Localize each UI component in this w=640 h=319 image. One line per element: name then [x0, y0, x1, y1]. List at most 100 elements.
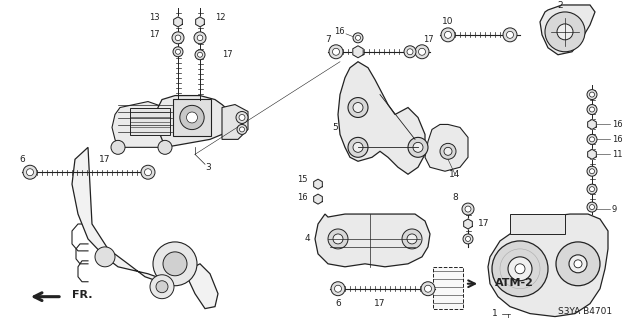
Circle shape — [195, 50, 205, 60]
Circle shape — [587, 134, 597, 145]
Text: 7: 7 — [325, 35, 331, 44]
Text: 14: 14 — [449, 170, 461, 179]
Bar — [173, 99, 211, 137]
Circle shape — [587, 166, 597, 176]
Polygon shape — [314, 194, 323, 204]
Bar — [510, 214, 565, 234]
Circle shape — [353, 33, 363, 43]
Text: 15: 15 — [298, 175, 308, 184]
Text: 13: 13 — [149, 13, 160, 22]
Circle shape — [355, 35, 360, 40]
Polygon shape — [314, 179, 323, 189]
Circle shape — [158, 140, 172, 154]
Bar — [130, 108, 170, 135]
Circle shape — [198, 52, 202, 57]
Circle shape — [328, 229, 348, 249]
Text: 16: 16 — [298, 193, 308, 202]
Circle shape — [589, 169, 595, 174]
Circle shape — [23, 165, 37, 179]
Text: 5: 5 — [332, 123, 338, 132]
Circle shape — [95, 247, 115, 267]
Circle shape — [333, 48, 339, 55]
Circle shape — [197, 35, 203, 41]
Text: 16: 16 — [612, 135, 623, 144]
Circle shape — [506, 31, 513, 38]
Circle shape — [441, 28, 455, 42]
Circle shape — [150, 275, 174, 299]
Polygon shape — [112, 101, 178, 147]
Circle shape — [163, 252, 187, 276]
Text: 2: 2 — [557, 2, 563, 11]
Circle shape — [348, 137, 368, 157]
Circle shape — [589, 92, 595, 97]
Text: 17: 17 — [149, 30, 160, 39]
Circle shape — [413, 142, 423, 152]
Text: 17: 17 — [374, 299, 386, 308]
Circle shape — [587, 202, 597, 212]
Circle shape — [462, 203, 474, 215]
Text: 8: 8 — [452, 193, 458, 202]
Circle shape — [173, 47, 183, 57]
Circle shape — [333, 234, 343, 244]
Text: 17: 17 — [99, 155, 111, 164]
Text: 16: 16 — [612, 120, 623, 129]
Circle shape — [237, 124, 247, 134]
Text: FR.: FR. — [72, 290, 93, 300]
Circle shape — [180, 105, 204, 130]
Text: 6: 6 — [19, 155, 25, 164]
Circle shape — [569, 255, 587, 273]
Circle shape — [492, 241, 548, 297]
Text: 17: 17 — [222, 50, 232, 59]
Circle shape — [424, 285, 431, 292]
Polygon shape — [196, 17, 204, 27]
Circle shape — [415, 45, 429, 59]
Circle shape — [419, 48, 426, 55]
Circle shape — [503, 28, 517, 42]
Circle shape — [545, 12, 585, 52]
Circle shape — [589, 107, 595, 112]
Text: 17: 17 — [478, 219, 490, 228]
Text: ATM-2: ATM-2 — [495, 278, 534, 288]
Circle shape — [589, 187, 595, 192]
Polygon shape — [488, 214, 608, 316]
Circle shape — [348, 98, 368, 117]
Circle shape — [556, 242, 600, 286]
Circle shape — [515, 264, 525, 274]
Circle shape — [172, 32, 184, 44]
Text: 17: 17 — [422, 35, 433, 44]
Circle shape — [404, 46, 416, 58]
Circle shape — [407, 234, 417, 244]
Polygon shape — [338, 62, 425, 174]
Polygon shape — [72, 147, 218, 308]
Circle shape — [587, 90, 597, 100]
Circle shape — [145, 169, 152, 176]
Circle shape — [440, 143, 456, 159]
Text: 1: 1 — [492, 309, 498, 318]
Text: 11: 11 — [612, 150, 623, 159]
Circle shape — [408, 137, 428, 157]
Circle shape — [236, 112, 248, 123]
Circle shape — [589, 137, 595, 142]
Polygon shape — [588, 120, 596, 130]
Text: 9: 9 — [612, 204, 617, 213]
Polygon shape — [540, 5, 595, 55]
Circle shape — [587, 105, 597, 115]
Text: 6: 6 — [335, 299, 341, 308]
Circle shape — [557, 24, 573, 40]
Circle shape — [407, 49, 413, 55]
Circle shape — [463, 234, 473, 244]
Circle shape — [508, 257, 532, 281]
Circle shape — [465, 206, 471, 212]
Circle shape — [153, 242, 197, 286]
Circle shape — [331, 282, 345, 296]
Circle shape — [421, 282, 435, 296]
Bar — [433, 267, 463, 308]
Circle shape — [239, 127, 244, 132]
Circle shape — [26, 169, 33, 176]
Circle shape — [465, 236, 470, 241]
Polygon shape — [173, 17, 182, 27]
Text: 4: 4 — [305, 234, 310, 243]
Polygon shape — [425, 124, 468, 171]
Circle shape — [239, 115, 245, 121]
Circle shape — [175, 35, 181, 41]
